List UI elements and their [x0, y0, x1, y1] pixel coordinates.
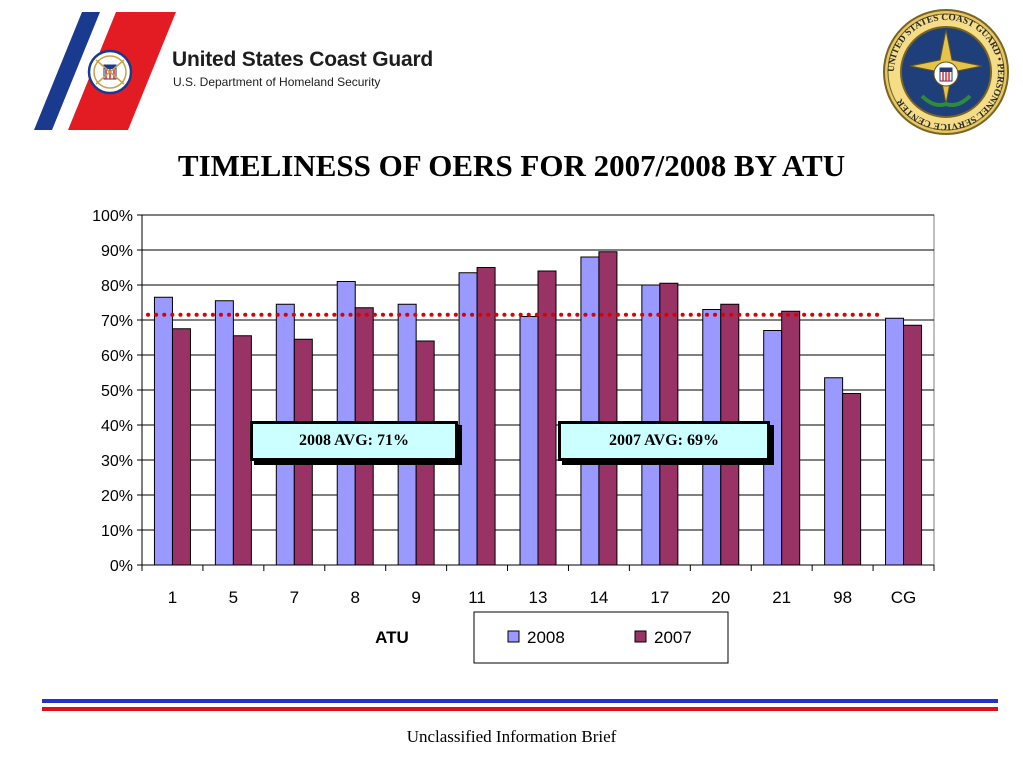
slide-title: TIMELINESS OF OERS FOR 2007/2008 BY ATU: [177, 148, 846, 183]
personnel-service-center-seal-icon: UNITED STATES COAST GUARD • PERSONNEL SE…: [883, 9, 1009, 135]
blue-stripe: [34, 12, 100, 130]
footer-blue-line: [42, 699, 998, 703]
x-tick-label: 13: [529, 588, 548, 607]
bar-2007-14: [598, 251, 618, 566]
header: United States Coast Guard U.S. Departmen…: [0, 0, 1023, 140]
bar-2008-1: [153, 296, 173, 566]
x-tick-label: 14: [589, 588, 608, 607]
x-tick-label: 11: [468, 588, 486, 607]
y-tick-label: 40%: [101, 418, 133, 435]
footer-text: Unclassified Information Brief: [406, 727, 617, 746]
x-tick-label: 1: [168, 588, 177, 607]
x-tick-label: 8: [350, 588, 359, 607]
x-tick-label: 20: [711, 588, 730, 607]
y-tick-label: 10%: [101, 523, 133, 540]
bar-2007-13: [537, 270, 557, 566]
bar-2007-21: [781, 310, 801, 566]
bar-2008-14: [580, 256, 600, 566]
bar-2008-CG: [885, 317, 905, 566]
bar-2008-98: [824, 377, 844, 566]
y-tick-label: 100%: [92, 208, 133, 225]
x-tick-label: 17: [650, 588, 669, 607]
y-tick-label: 20%: [101, 488, 133, 505]
x-tick-label: 5: [229, 588, 238, 607]
y-tick-label: 50%: [101, 383, 133, 400]
avg-2008-callout: 2008 AVG: 71%: [250, 421, 458, 461]
bar-2007-CG: [903, 324, 923, 566]
y-tick-label: 80%: [101, 278, 133, 295]
y-tick-label: 60%: [101, 348, 133, 365]
bar-chart: 0% 10% 20% 30% 40% 50% 60% 70% 80% 90% 100% 1 5 7 8 9 11…: [92, 208, 935, 664]
y-tick-label: 0%: [110, 558, 133, 575]
avg-2007-callout: 2007 AVG: 69%: [558, 421, 770, 461]
bar-2007-5: [232, 335, 252, 566]
footer-red-line: [42, 707, 998, 711]
x-tick-label: 9: [411, 588, 420, 607]
bar-2008-5: [214, 300, 234, 566]
bar-2008-13: [519, 316, 539, 566]
x-tick-label: 7: [290, 588, 299, 607]
legend-label-2008: 2008: [527, 628, 565, 647]
bar-2007-1: [171, 328, 191, 566]
legend-swatch-2007: [634, 630, 647, 643]
org-name: United States Coast Guard: [172, 48, 434, 71]
x-axis-label: ATU: [375, 628, 409, 647]
x-tick-label: CG: [891, 588, 917, 607]
bar-2007-98: [842, 393, 862, 566]
x-tick-label: 21: [772, 588, 791, 607]
bar-2007-11: [476, 267, 496, 566]
org-department: U.S. Department of Homeland Security: [173, 75, 381, 89]
legend-swatch-2008: [507, 630, 520, 643]
bar-2008-11: [458, 272, 478, 566]
y-tick-label: 30%: [101, 453, 133, 470]
x-tick-label: 98: [833, 588, 852, 607]
legend-label-2007: 2007: [654, 628, 692, 647]
y-tick-label: 70%: [101, 313, 133, 330]
footer-rule: [42, 699, 998, 711]
coast-guard-emblem-icon: [87, 49, 133, 95]
y-tick-label: 90%: [101, 243, 133, 260]
